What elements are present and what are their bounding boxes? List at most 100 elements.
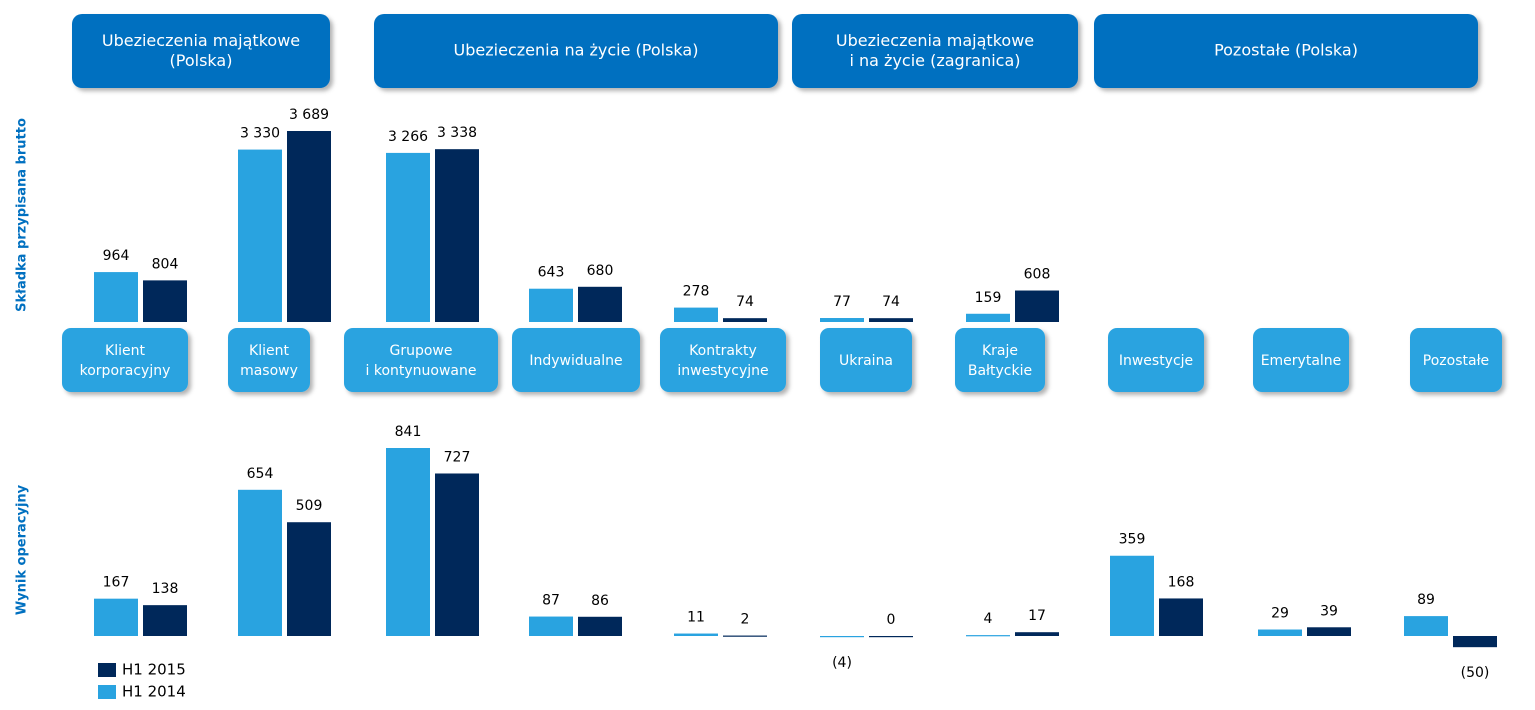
bar bbox=[869, 636, 913, 638]
category-box bbox=[660, 328, 786, 392]
group-header-label: Ubezieczenia majątkowe i na życie (zagran… bbox=[836, 31, 1034, 70]
category-box bbox=[62, 328, 188, 392]
bar bbox=[820, 318, 864, 322]
value-label: 168 bbox=[1168, 574, 1195, 590]
bar bbox=[529, 288, 573, 322]
value-label: 39 bbox=[1320, 603, 1338, 619]
bar bbox=[94, 598, 138, 636]
value-label: 3 338 bbox=[437, 125, 477, 141]
category-label: Kontrakty inwestycyjne bbox=[677, 343, 768, 379]
category-label: Klient masowy bbox=[240, 343, 298, 379]
group-header bbox=[792, 14, 1078, 88]
value-label: 138 bbox=[152, 581, 179, 597]
category-box bbox=[1108, 328, 1204, 392]
category-label: Klient korporacyjny bbox=[80, 343, 171, 379]
bar bbox=[238, 149, 282, 322]
group-header-label: Ubezieczenia majątkowe (Polska) bbox=[102, 31, 300, 70]
value-label: 509 bbox=[296, 498, 323, 514]
group-header bbox=[1094, 14, 1478, 88]
value-label: 727 bbox=[444, 449, 471, 465]
value-label: 0 bbox=[887, 612, 896, 628]
value-label: 11 bbox=[687, 610, 705, 626]
value-label: 167 bbox=[103, 575, 130, 591]
y-axis-label: Wynik operacyjny bbox=[15, 484, 30, 615]
value-label: 654 bbox=[247, 466, 274, 482]
value-label: 359 bbox=[1119, 532, 1146, 548]
value-label: (4) bbox=[832, 655, 852, 671]
value-label: 4 bbox=[984, 611, 993, 627]
value-label: 643 bbox=[538, 265, 565, 281]
value-label: 608 bbox=[1024, 267, 1051, 283]
category-label: Emerytalne bbox=[1261, 353, 1342, 369]
value-label: 29 bbox=[1271, 606, 1289, 622]
category-label: Pozostałe bbox=[1423, 353, 1489, 369]
value-label: 159 bbox=[975, 290, 1002, 306]
category-box bbox=[512, 328, 640, 392]
bar bbox=[143, 605, 187, 636]
value-label: 87 bbox=[542, 593, 560, 609]
group-header-label: Pozostałe (Polska) bbox=[1214, 41, 1358, 60]
value-label: 841 bbox=[395, 424, 422, 440]
value-label: 3 330 bbox=[240, 126, 280, 142]
bar bbox=[578, 286, 622, 322]
value-label: 964 bbox=[103, 248, 130, 264]
value-label: 74 bbox=[736, 294, 754, 310]
value-label: 3 689 bbox=[289, 107, 329, 123]
category-label: Ukraina bbox=[839, 353, 893, 369]
y-axis-label: Składka przypisana brutto bbox=[15, 118, 30, 312]
legend-label: H1 2015 bbox=[122, 661, 186, 679]
bar bbox=[143, 280, 187, 322]
bar bbox=[435, 149, 479, 322]
value-label: 77 bbox=[833, 294, 851, 310]
category-box bbox=[1410, 328, 1502, 392]
value-label: 17 bbox=[1028, 608, 1046, 624]
bar bbox=[238, 489, 282, 636]
bar bbox=[1015, 632, 1059, 636]
category-label: Kraje Bałtyckie bbox=[968, 343, 1032, 379]
group-header-label: Ubezieczenia na życie (Polska) bbox=[454, 41, 699, 60]
value-label: 278 bbox=[683, 284, 710, 300]
legend-label: H1 2014 bbox=[122, 683, 186, 701]
value-label: 2 bbox=[741, 612, 750, 628]
bar bbox=[287, 522, 331, 636]
bar bbox=[435, 473, 479, 636]
value-label: 3 266 bbox=[388, 129, 428, 145]
value-label: 86 bbox=[591, 593, 609, 609]
bar bbox=[1258, 629, 1302, 636]
value-label: (50) bbox=[1461, 665, 1490, 681]
category-box bbox=[344, 328, 498, 392]
bar bbox=[966, 635, 1010, 637]
bar bbox=[723, 318, 767, 322]
bar bbox=[1453, 636, 1497, 648]
bar bbox=[386, 152, 430, 322]
value-label: 680 bbox=[587, 263, 614, 279]
legend-swatch bbox=[98, 685, 116, 699]
group-header bbox=[72, 14, 330, 88]
bar bbox=[869, 318, 913, 322]
bar bbox=[674, 307, 718, 322]
bar bbox=[674, 633, 718, 636]
bar bbox=[94, 272, 138, 322]
category-box bbox=[228, 328, 310, 392]
category-box bbox=[955, 328, 1045, 392]
bar bbox=[1159, 598, 1203, 636]
bar bbox=[966, 313, 1010, 322]
value-label: 89 bbox=[1417, 592, 1435, 608]
bar bbox=[820, 636, 864, 638]
value-label: 804 bbox=[152, 256, 179, 272]
bar bbox=[1307, 627, 1351, 636]
legend-swatch bbox=[98, 663, 116, 677]
category-label: Inwestycje bbox=[1119, 353, 1193, 369]
value-label: 74 bbox=[882, 294, 900, 310]
group-header bbox=[374, 14, 778, 88]
category-box bbox=[820, 328, 912, 392]
bar bbox=[1404, 616, 1448, 636]
bar bbox=[578, 616, 622, 636]
category-label: Grupowe i kontynuowane bbox=[366, 343, 477, 379]
bar bbox=[1015, 290, 1059, 322]
category-label: Indywidualne bbox=[529, 353, 622, 369]
bar bbox=[287, 131, 331, 322]
bar bbox=[1110, 555, 1154, 636]
bar bbox=[529, 616, 573, 636]
